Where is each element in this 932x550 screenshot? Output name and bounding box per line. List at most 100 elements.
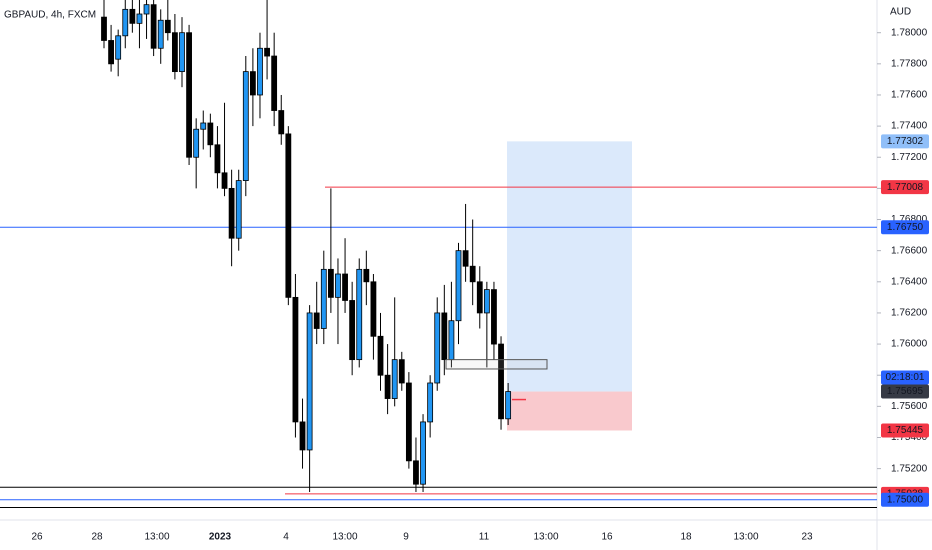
candle-body (164, 19, 171, 34)
candle-body (214, 144, 221, 174)
y-tick-label: 1.76000 (891, 339, 928, 350)
candle-body (235, 180, 242, 239)
candle-body (498, 343, 504, 420)
candle-body (306, 312, 313, 451)
x-tick-label: 11 (479, 532, 490, 543)
candle-body (491, 289, 497, 345)
countdown-tag (881, 370, 929, 385)
candle-body (349, 300, 356, 361)
candle-body (200, 122, 207, 130)
price-tag-label: 1.75695 (887, 386, 924, 397)
candle-body (257, 47, 263, 96)
candle-body (363, 268, 370, 283)
candle-body (327, 268, 334, 298)
candle-body (157, 19, 164, 49)
candle-body (384, 374, 391, 399)
zone-box (445, 359, 548, 370)
candle-body (143, 4, 150, 15)
candle-body (462, 250, 469, 267)
candle-body (313, 312, 320, 329)
x-tick-label: 13:00 (144, 532, 169, 543)
candle-body (441, 312, 448, 361)
candle-body (101, 16, 107, 41)
candle-body (108, 40, 114, 65)
price-tag-label: 1.77302 (887, 136, 924, 147)
chart-title: GBPAUD, 4h, FXCM (4, 10, 96, 21)
x-tick-label: 18 (680, 532, 692, 543)
candle-body (186, 32, 192, 158)
x-tick-label: 16 (601, 532, 613, 543)
candle-body (122, 8, 129, 37)
y-tick-label: 1.75200 (891, 463, 928, 474)
x-tick-label: 13:00 (332, 532, 357, 543)
candle-body (249, 71, 256, 96)
price-tag-label: 1.76750 (887, 222, 924, 233)
candle-body (271, 55, 278, 111)
x-tick-label: 13:00 (733, 532, 758, 543)
x-tick-label: 2023 (209, 532, 232, 543)
countdown: 02:18:01 (886, 372, 925, 383)
candle-body (129, 8, 136, 24)
y-tick-label: 1.77600 (891, 90, 928, 101)
candle-body (221, 172, 228, 189)
x-tick-label: 26 (31, 532, 43, 543)
y-tick-label: 1.75400 (891, 432, 928, 443)
candle-body (207, 122, 214, 146)
candle-body (356, 268, 363, 361)
candle-body (420, 421, 426, 485)
candle-body (370, 281, 377, 337)
target-zone (507, 141, 632, 392)
x-tick-label: 13:00 (533, 532, 558, 543)
x-tick-label: 23 (801, 532, 813, 543)
candle-body (483, 289, 490, 314)
candle-body (278, 110, 285, 135)
candle-body (115, 35, 122, 60)
price-tag (881, 423, 929, 438)
candle-body (505, 391, 512, 420)
price-tag (881, 492, 929, 507)
y-tick-label: 1.76800 (891, 214, 928, 225)
y-tick-label: 1.76600 (891, 245, 928, 256)
price-tag-label: 1.75000 (887, 494, 924, 505)
stop-zone (507, 391, 632, 431)
price-tag (881, 180, 929, 195)
candle-body (476, 281, 483, 314)
candle-body (150, 4, 157, 49)
candle-body (398, 359, 405, 384)
candle-body (448, 320, 455, 361)
price-tag (881, 384, 929, 399)
candle-body (320, 268, 327, 329)
candle-body (469, 265, 476, 283)
candle-body (193, 128, 200, 158)
candle-body (455, 250, 462, 322)
price-tag (881, 220, 929, 235)
y-tick-label: 1.77400 (891, 121, 928, 132)
candle-body (391, 359, 398, 399)
x-tick-label: 28 (91, 532, 103, 543)
candle-body (299, 421, 306, 451)
candle-body (136, 13, 143, 24)
candle-body (171, 32, 178, 73)
candle-body (292, 296, 299, 423)
candle-body (342, 273, 348, 301)
y-tick-label: 1.77200 (891, 152, 928, 163)
candle-body (413, 460, 419, 485)
candle-body (427, 382, 434, 423)
price-tag-label: 1.77008 (887, 182, 924, 193)
candle-body (228, 187, 235, 239)
y-tick-label: 1.75600 (891, 401, 928, 412)
candle-body (434, 312, 441, 384)
y-tick-label: 1.78000 (891, 27, 928, 38)
x-tick-label: 4 (283, 532, 289, 543)
price-tag-label: 1.75445 (887, 425, 924, 436)
y-tick-label: 1.77800 (891, 58, 928, 69)
candle-body (405, 382, 412, 462)
candle-body (264, 47, 270, 57)
price-tag (881, 134, 929, 149)
candle-body (285, 133, 292, 298)
x-tick-label: 9 (403, 532, 409, 543)
candle-body (242, 71, 249, 181)
currency: AUD (890, 7, 911, 18)
y-tick-label: 1.76400 (891, 276, 928, 287)
